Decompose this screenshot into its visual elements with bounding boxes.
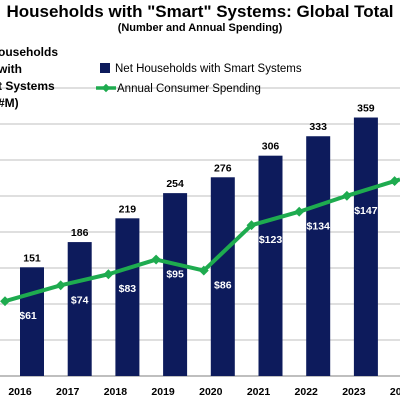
x-tick-label: 2016 bbox=[8, 386, 32, 398]
line-point bbox=[198, 265, 209, 276]
line-value-label: $61 bbox=[19, 310, 37, 322]
legend-line-marker bbox=[101, 83, 111, 93]
bar-series bbox=[20, 117, 378, 377]
line-point bbox=[389, 176, 400, 187]
bar-value-label: 306 bbox=[262, 141, 280, 153]
line-value-label: $123 bbox=[259, 234, 283, 246]
line-point bbox=[0, 296, 10, 307]
legend-line-label: Annual Consumer Spending bbox=[117, 83, 261, 95]
x-tick-label: 2024 bbox=[390, 386, 400, 398]
x-tick-label: 2022 bbox=[295, 386, 319, 398]
y-axis-label: ouseholds with t Systems #M) bbox=[0, 44, 84, 112]
bar-value-label: 219 bbox=[119, 203, 137, 215]
y-axis-label-line: with bbox=[0, 62, 22, 76]
bar bbox=[115, 218, 140, 376]
bar-value-label: 186 bbox=[71, 227, 89, 239]
bar-value-label: 333 bbox=[309, 121, 327, 133]
x-tick-label: 2023 bbox=[342, 386, 366, 398]
bar bbox=[163, 193, 188, 376]
line-path bbox=[4, 177, 400, 304]
line-point bbox=[341, 190, 352, 201]
line-value-label: $86 bbox=[214, 280, 232, 292]
bar bbox=[353, 117, 378, 377]
line-value-label: $74 bbox=[71, 294, 89, 306]
bar-value-label: 359 bbox=[357, 103, 375, 115]
line-value-label: $134 bbox=[307, 221, 331, 233]
y-axis-label-line: t Systems bbox=[0, 79, 55, 93]
bar bbox=[20, 267, 44, 376]
legend-bar-label: Net Households with Smart Systems bbox=[115, 63, 302, 75]
bar-value-label: 276 bbox=[214, 162, 232, 174]
x-tick-label: 2021 bbox=[247, 386, 271, 398]
chart-title: Households with "Smart" Systems: Global … bbox=[6, 2, 394, 21]
bar bbox=[306, 136, 331, 376]
x-tick-label: 2020 bbox=[199, 386, 223, 398]
y-axis-label-line: #M) bbox=[0, 96, 19, 110]
legend: Net Households with Smart Systems Annual… bbox=[96, 63, 302, 95]
y-axis-label-line: ouseholds bbox=[0, 45, 59, 59]
line-point bbox=[246, 220, 257, 231]
chart-subtitle: (Number and Annual Spending) bbox=[117, 22, 283, 34]
x-tick-label: 2019 bbox=[151, 386, 175, 398]
bar-value-label: 254 bbox=[166, 178, 184, 190]
line-value-label: $95 bbox=[166, 269, 184, 281]
line-point bbox=[151, 254, 162, 265]
line-point bbox=[103, 269, 114, 280]
data-labels: 151186219254276306333359381$61$74$83$95$… bbox=[19, 103, 378, 323]
line-series bbox=[0, 176, 400, 307]
line-value-label: $147 bbox=[354, 205, 378, 217]
bar bbox=[210, 177, 235, 376]
x-tick-label: 2018 bbox=[104, 386, 128, 398]
line-value-label: $83 bbox=[119, 283, 137, 295]
x-tick-label: 2017 bbox=[56, 386, 80, 398]
bar bbox=[258, 155, 283, 376]
x-axis-ticks: 2016 2017 2018 2019 2020 2021 2022 2023 2024 bbox=[8, 386, 400, 398]
bar bbox=[67, 242, 92, 376]
legend-bar-swatch bbox=[100, 63, 110, 73]
gridlines bbox=[0, 87, 400, 377]
line-point bbox=[55, 280, 66, 291]
line-point bbox=[294, 206, 305, 217]
bar-value-label: 151 bbox=[23, 252, 41, 264]
